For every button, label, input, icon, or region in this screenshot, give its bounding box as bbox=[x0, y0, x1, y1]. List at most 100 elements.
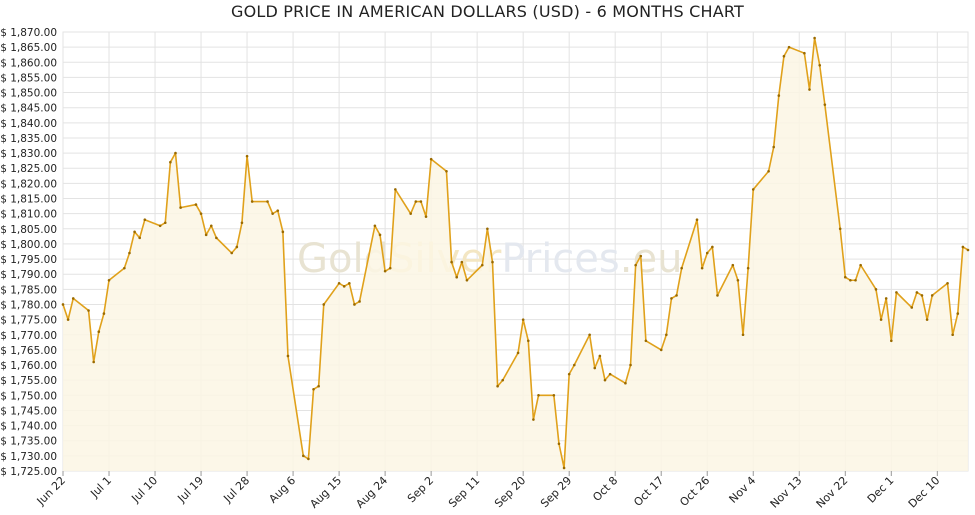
y-tick-label: $ 1,775.00 bbox=[0, 315, 57, 327]
data-point bbox=[961, 245, 965, 249]
data-point bbox=[373, 224, 377, 228]
data-point bbox=[644, 339, 648, 343]
x-tick-label: Sep 20 bbox=[492, 474, 528, 510]
data-point bbox=[849, 278, 852, 282]
data-point bbox=[66, 318, 70, 321]
x-tick-label: Nov 22 bbox=[814, 474, 851, 511]
x-tick-label: Sep 11 bbox=[446, 474, 482, 510]
x-tick-label: Oct 8 bbox=[590, 474, 620, 504]
data-point bbox=[777, 94, 781, 97]
data-point bbox=[567, 372, 571, 376]
y-tick-label: $ 1,815.00 bbox=[0, 194, 57, 206]
data-point bbox=[562, 466, 566, 470]
data-point bbox=[624, 381, 627, 385]
watermark-part: .eu bbox=[620, 236, 683, 282]
y-tick-label: $ 1,755.00 bbox=[0, 375, 57, 387]
data-point bbox=[772, 145, 776, 149]
watermark-part: Prices bbox=[501, 236, 619, 282]
series-line bbox=[62, 37, 969, 469]
data-point bbox=[286, 354, 290, 358]
x-tick-label: Sep 29 bbox=[538, 474, 574, 510]
data-point bbox=[716, 294, 719, 297]
data-point bbox=[782, 54, 786, 58]
data-point bbox=[128, 251, 131, 255]
data-point bbox=[951, 333, 954, 337]
data-point bbox=[230, 251, 234, 255]
y-tick-label: $ 1,810.00 bbox=[0, 209, 57, 221]
y-tick-label: $ 1,865.00 bbox=[0, 42, 57, 54]
data-point bbox=[537, 394, 540, 397]
data-point bbox=[803, 51, 806, 55]
data-point bbox=[496, 384, 499, 388]
data-point bbox=[890, 339, 893, 343]
data-point bbox=[271, 212, 274, 215]
x-tick-label: Jul 28 bbox=[221, 474, 253, 506]
data-point bbox=[787, 45, 791, 49]
data-point bbox=[910, 306, 914, 309]
data-point bbox=[874, 288, 878, 291]
x-tick-label: Dec 10 bbox=[906, 474, 943, 511]
data-point bbox=[823, 103, 827, 106]
y-tick-label: $ 1,825.00 bbox=[0, 163, 57, 175]
y-tick-label: $ 1,795.00 bbox=[0, 254, 57, 266]
data-point bbox=[711, 245, 714, 249]
data-point bbox=[158, 224, 162, 228]
data-point bbox=[521, 318, 525, 321]
data-point bbox=[608, 372, 612, 376]
data-point bbox=[465, 278, 469, 282]
x-tick-label: Dec 1 bbox=[865, 474, 897, 506]
data-point bbox=[245, 154, 249, 158]
y-tick-label: $ 1,780.00 bbox=[0, 299, 57, 311]
data-point bbox=[925, 318, 929, 321]
y-tick-label: $ 1,870.00 bbox=[0, 27, 57, 39]
y-tick-label: $ 1,745.00 bbox=[0, 405, 57, 417]
data-point bbox=[746, 266, 750, 270]
data-point bbox=[194, 203, 198, 206]
data-point bbox=[312, 387, 315, 391]
data-point bbox=[276, 209, 280, 212]
x-tick-label: Nov 13 bbox=[768, 474, 805, 511]
data-point bbox=[767, 169, 770, 173]
data-point bbox=[163, 221, 167, 225]
data-point bbox=[532, 418, 535, 421]
data-point bbox=[751, 188, 755, 191]
y-tick-label: $ 1,765.00 bbox=[0, 345, 57, 357]
data-point bbox=[741, 333, 745, 337]
data-point bbox=[388, 266, 392, 270]
data-point bbox=[573, 363, 576, 367]
data-point bbox=[634, 263, 637, 267]
data-point bbox=[966, 248, 970, 252]
data-point bbox=[680, 266, 683, 270]
x-tick-label: Jul 1 bbox=[87, 474, 114, 501]
data-point bbox=[879, 318, 883, 321]
data-point bbox=[603, 378, 607, 382]
data-point bbox=[337, 281, 341, 285]
data-point bbox=[598, 354, 602, 358]
data-point bbox=[383, 269, 387, 273]
data-point bbox=[358, 300, 361, 303]
data-point bbox=[736, 278, 740, 282]
x-tick-label: Nov 4 bbox=[727, 474, 759, 506]
data-point bbox=[342, 285, 346, 288]
data-point bbox=[526, 339, 530, 343]
data-point bbox=[204, 233, 208, 237]
data-point bbox=[169, 160, 172, 164]
data-point bbox=[705, 251, 709, 255]
data-point bbox=[665, 333, 668, 337]
data-point bbox=[92, 360, 95, 364]
data-point bbox=[930, 294, 934, 297]
data-point bbox=[138, 236, 141, 240]
data-point bbox=[491, 260, 494, 264]
data-point bbox=[639, 254, 643, 258]
series-area bbox=[63, 38, 968, 472]
x-tick-label: Jul 19 bbox=[175, 474, 207, 506]
data-point bbox=[97, 330, 101, 334]
x-tick-label: Oct 17 bbox=[631, 474, 666, 509]
x-tick-label: Jun 22 bbox=[34, 474, 68, 508]
data-point bbox=[123, 266, 126, 270]
data-point bbox=[884, 297, 888, 300]
x-tick-label: Aug 6 bbox=[266, 474, 298, 506]
data-point bbox=[670, 297, 673, 300]
data-point bbox=[695, 218, 699, 222]
